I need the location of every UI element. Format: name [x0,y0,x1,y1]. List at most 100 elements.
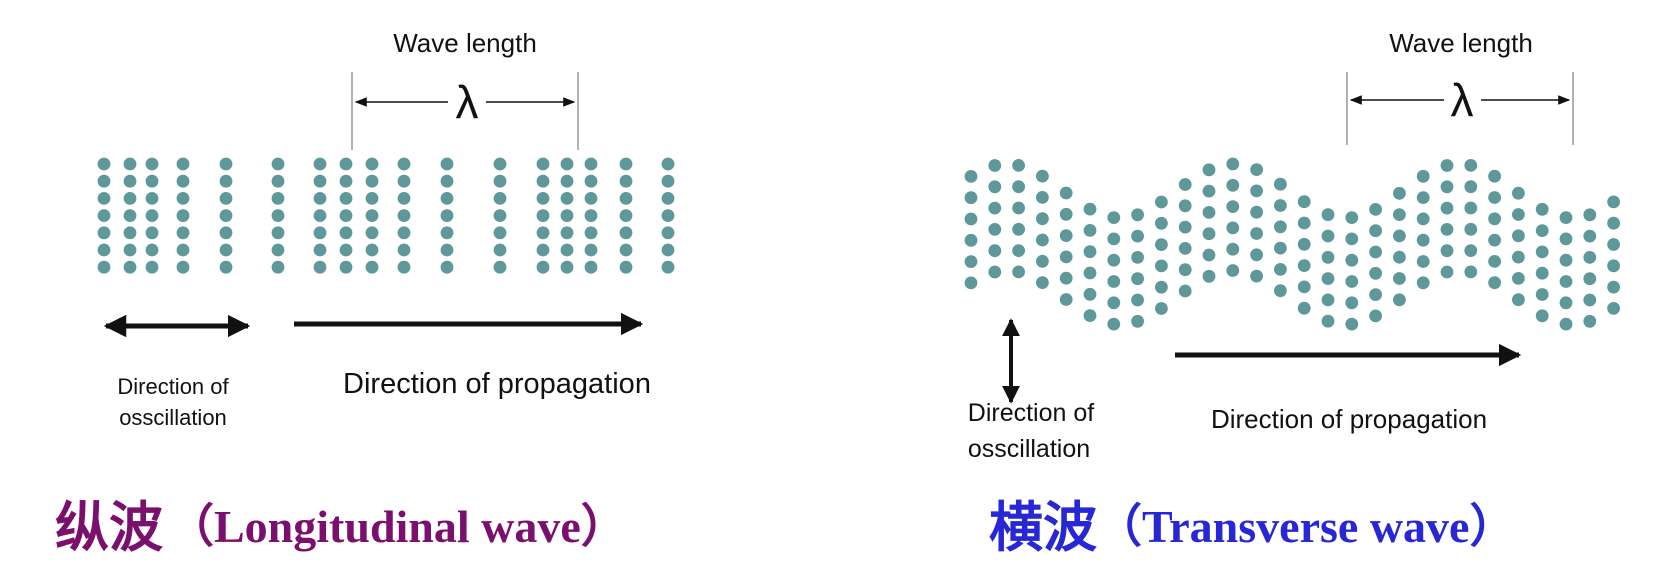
longitudinal-particle [661,192,675,205]
longitudinal-particle [365,157,379,171]
transverse-particle [1369,224,1382,238]
longitudinal-particle [619,243,633,257]
transverse-particle [1583,272,1597,286]
longitudinal-particle [560,209,574,223]
transverse-particle [1274,177,1287,191]
longitudinal-particle [661,226,675,240]
transverse-particle [1393,229,1406,243]
transverse-particle [1202,227,1216,241]
longitudinal-particle [619,157,633,171]
transverse-particle [1036,254,1049,268]
transverse-particle [1488,212,1501,226]
transverse-particle [1464,244,1478,257]
transverse-particle [964,255,978,268]
transverse-particle [1607,302,1620,315]
longitudinal-particle [145,192,159,205]
transverse-particle [1607,238,1620,251]
longitudinal-particle [339,260,353,274]
longitudinal-particles [97,157,675,274]
transverse-particle [1012,244,1025,257]
transverse-particle [1226,221,1240,235]
longitudinal-particle [123,157,137,171]
transverse-particle [1321,293,1335,307]
transverse-particle [1416,212,1430,226]
transverse-particle [1535,266,1549,280]
longitudinal-particle [313,209,327,223]
transverse-particle [1464,159,1478,172]
longitudinal-particle [271,192,285,205]
transverse-particle [1059,229,1073,243]
transverse-particle [1607,216,1620,230]
longitudinal-particle [560,226,574,240]
longitudinal-particle [397,243,411,257]
transverse-particle [1202,184,1216,198]
longitudinal-particle [97,226,111,240]
longitudinal-particle [339,226,353,240]
longitudinal-particle [536,243,550,257]
transverse-particle [1512,272,1525,285]
longitudinal-particle [313,243,327,257]
longitudinal-particle [365,243,379,257]
longitudinal-particle [440,226,454,240]
transverse-particle [1297,237,1311,251]
longitudinal-particle [313,192,327,205]
longitudinal-particle [123,260,137,274]
longitudinal-particle [219,243,233,257]
longitudinal-title-cn: 纵波 [55,496,163,559]
transverse-particle [1274,199,1287,212]
longitudinal-particle [97,174,111,188]
transverse-particle [1250,184,1263,198]
transverse-particle [964,276,978,290]
transverse-particle [1535,224,1549,238]
transverse-particle [1559,211,1573,225]
longitudinal-particle [440,243,454,257]
longitudinal-particle [145,209,159,223]
longitudinal-particle [661,260,675,274]
longitudinal-particle [271,226,285,240]
longitudinal-particle [123,209,137,223]
transverse-particle [1440,159,1454,172]
longitudinal-particle [123,174,137,188]
transverse-particle [1226,264,1240,277]
transverse-particle [964,191,978,205]
longitudinal-particle [145,260,159,274]
transverse-title-en: （Transverse wave） [1096,501,1515,552]
transverse-wavelength-label: Wave length [1389,28,1533,58]
longitudinal-particle [271,209,285,223]
longitudinal-particle [619,192,633,205]
transverse-particle [1345,211,1359,225]
transverse-particle [1012,222,1025,236]
transverse-particle [1369,203,1382,216]
transverse-particle [1559,253,1573,267]
longitudinal-particle [493,192,507,205]
transverse-particle [1131,314,1144,328]
transverse-particle [1226,178,1240,192]
transverse-particle [1036,233,1049,247]
transverse-particle [1393,272,1406,285]
transverse-particle [1393,208,1406,222]
longitudinal-particle [123,226,137,240]
longitudinal-particle [97,209,111,223]
transverse-particle [1178,199,1192,213]
transverse-particle [1250,205,1263,219]
transverse-particle [1155,195,1168,209]
longitudinal-particle [536,209,550,223]
transverse-particle [1488,276,1501,290]
longitudinal-propagation-label: Direction of propagation [343,368,651,400]
transverse-particle [1321,250,1335,264]
transverse-particle [1583,314,1597,328]
longitudinal-particle [584,209,598,223]
longitudinal-particle [219,174,233,188]
transverse-particle [1274,284,1287,298]
transverse-particle [964,233,978,247]
longitudinal-particle [397,174,411,188]
longitudinal-particle [97,260,111,274]
transverse-particle [1369,245,1382,259]
longitudinal-particle [123,192,137,205]
longitudinal-particle [339,192,353,205]
transverse-particle [1226,157,1240,171]
transverse-particle [1559,296,1573,310]
longitudinal-particle [536,226,550,240]
transverse-particle [1369,288,1382,301]
longitudinal-particle [584,192,598,205]
